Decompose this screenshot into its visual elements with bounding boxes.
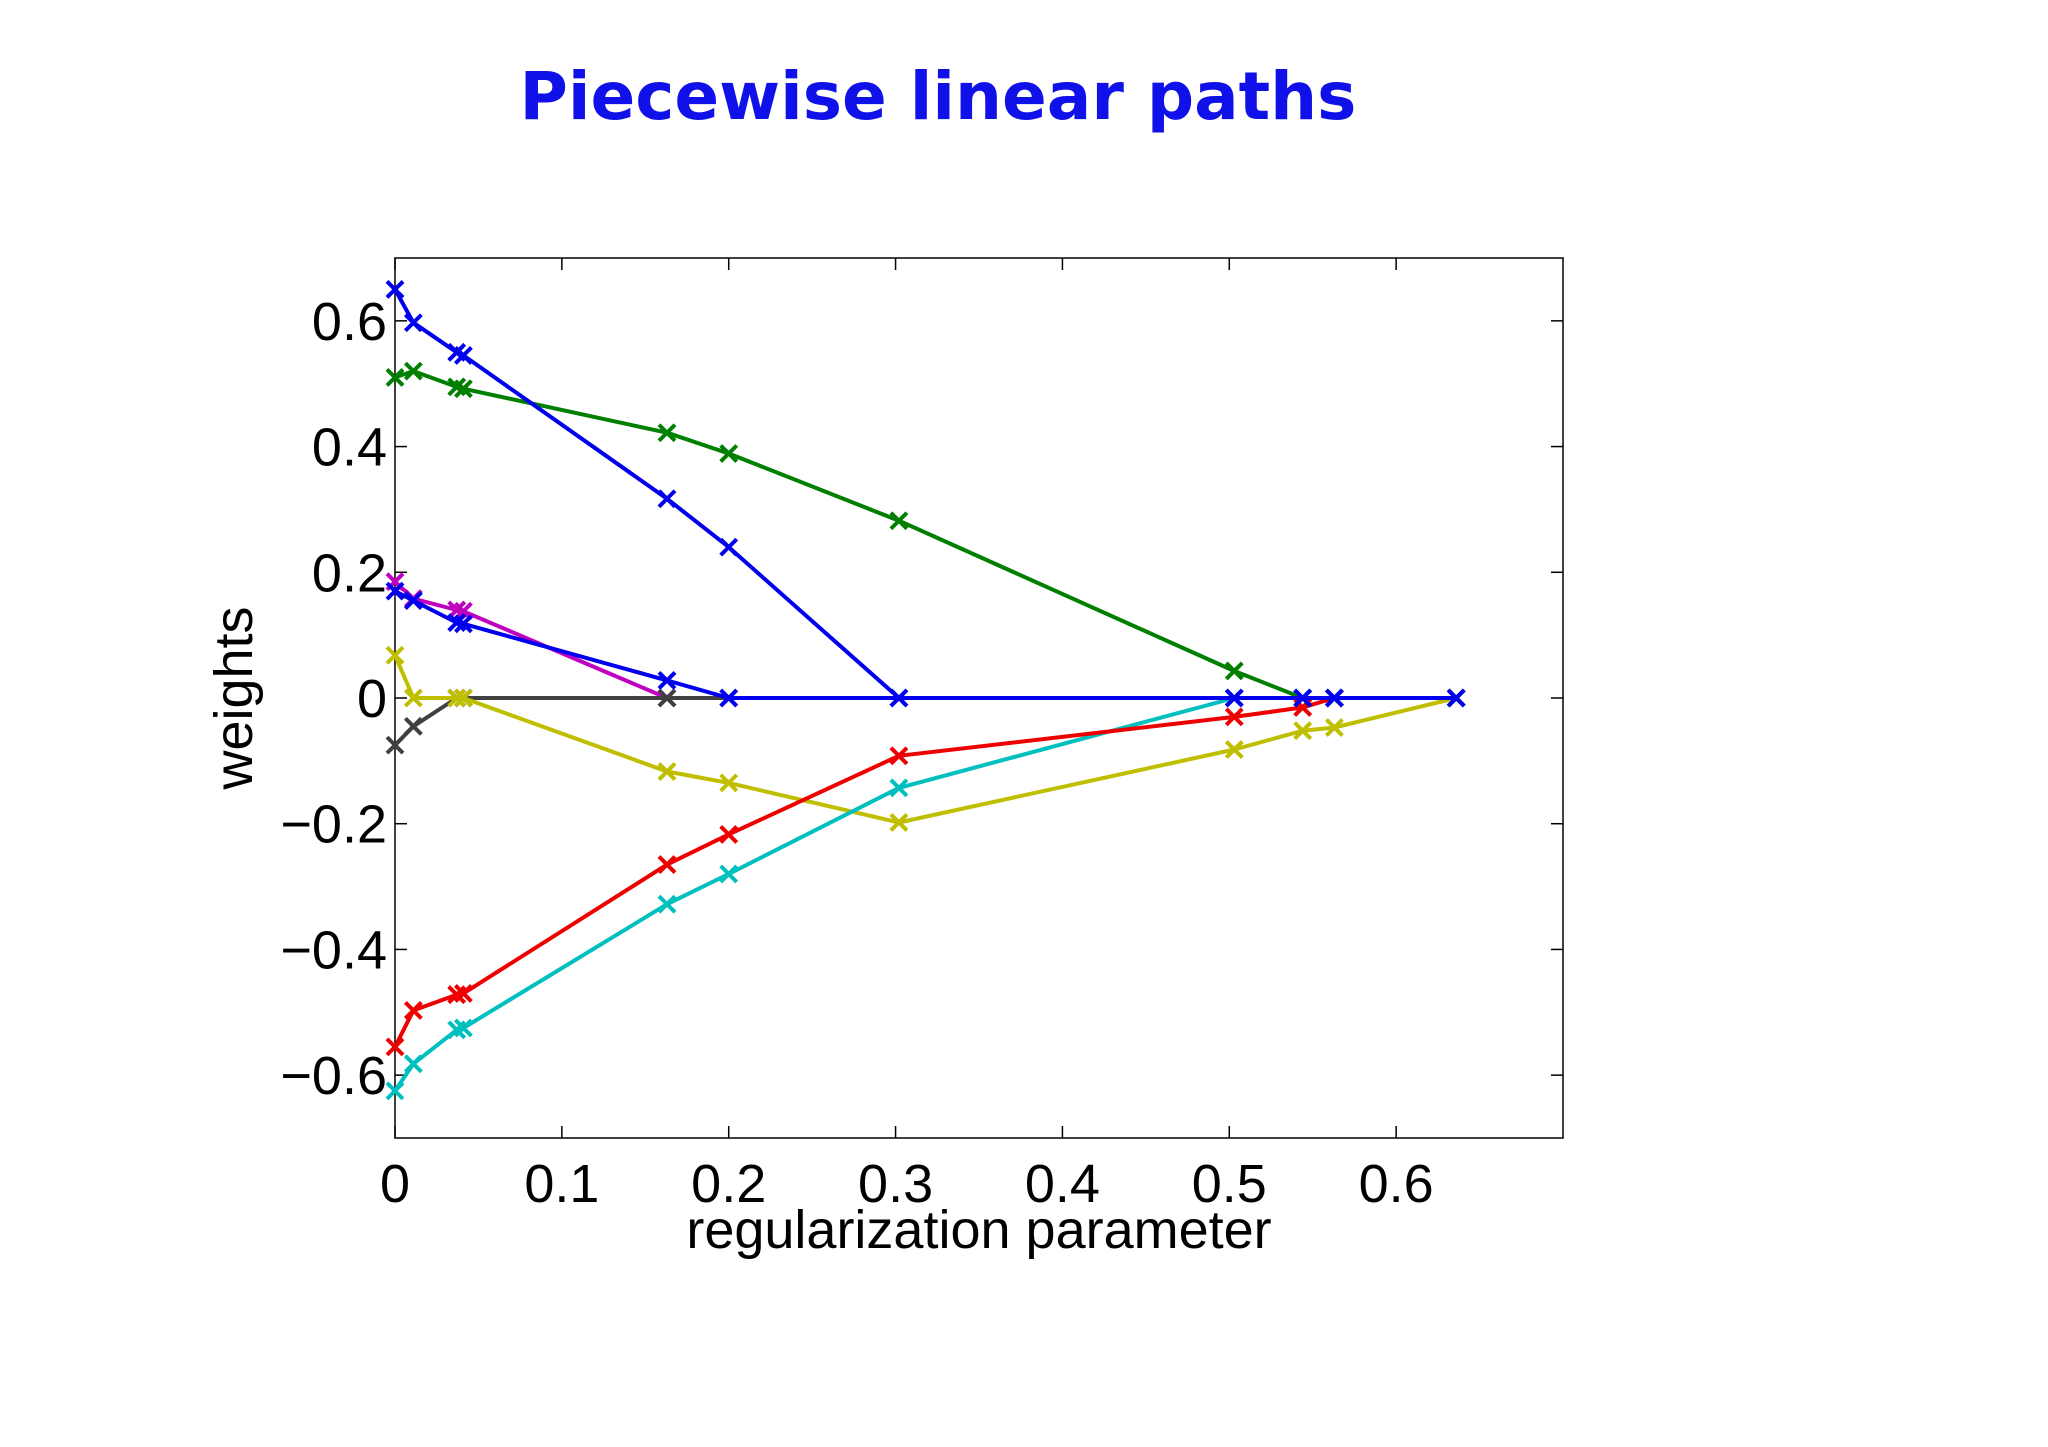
data-point-marker <box>453 1018 473 1038</box>
data-point-marker <box>453 688 473 708</box>
data-point-marker <box>385 735 405 755</box>
data-point-marker <box>1293 688 1313 708</box>
series-yellow <box>385 645 1466 832</box>
y-tick-label: −0.6 <box>280 1046 387 1106</box>
data-point-marker <box>453 614 473 634</box>
y-tick-label: 0.6 <box>312 292 387 352</box>
data-point-marker <box>889 778 909 798</box>
x-axis-label: regularization parameter <box>686 1200 1271 1260</box>
data-point-marker <box>889 511 909 531</box>
y-tick-label: −0.4 <box>280 920 387 980</box>
data-point-marker <box>657 670 677 690</box>
series-group <box>385 280 1466 1101</box>
data-point-marker <box>403 361 423 381</box>
data-point-marker <box>657 762 677 781</box>
series-line <box>393 580 668 700</box>
data-point-marker <box>657 894 677 914</box>
data-point-marker <box>403 313 423 333</box>
data-point-marker <box>453 984 473 1003</box>
data-point-marker <box>385 1081 405 1101</box>
x-tick-label: 0.2 <box>691 1154 766 1214</box>
data-point-marker <box>453 379 473 399</box>
data-point-marker <box>403 1054 423 1074</box>
data-point-marker <box>889 746 909 766</box>
x-tick-label: 0.5 <box>1192 1154 1267 1214</box>
data-point-marker <box>889 688 909 708</box>
y-tick-label: −0.2 <box>280 795 387 855</box>
data-point-marker <box>385 1037 405 1057</box>
slide-title: Piecewise linear paths <box>519 58 1357 135</box>
data-point-marker <box>1224 661 1244 681</box>
y-tick-label: 0.4 <box>312 418 387 478</box>
data-point-marker <box>403 1000 423 1020</box>
series-line <box>393 696 729 747</box>
data-point-marker <box>385 581 405 601</box>
data-point-marker <box>1446 688 1466 708</box>
x-tick-label: 0.4 <box>1025 1154 1100 1214</box>
data-point-marker <box>1324 688 1344 708</box>
data-point-marker <box>1324 718 1344 737</box>
data-point-marker <box>719 444 739 463</box>
x-tick-label: 0.1 <box>524 1154 599 1214</box>
series-line <box>393 696 1457 1093</box>
data-point-marker <box>889 813 909 832</box>
y-tick-label: 0 <box>357 669 387 729</box>
data-point-marker <box>385 280 405 299</box>
series-blue-1 <box>385 280 1466 708</box>
data-point-marker <box>657 423 677 443</box>
data-point-marker <box>719 773 739 793</box>
data-point-marker <box>1224 707 1244 727</box>
data-point-marker <box>403 716 423 736</box>
data-point-marker <box>657 688 677 708</box>
x-tick-label: 0.3 <box>858 1154 933 1214</box>
data-point-marker <box>719 537 739 557</box>
series-blue-2 <box>385 581 1466 708</box>
data-point-marker <box>385 368 405 387</box>
series-line <box>393 696 1457 1048</box>
data-point-marker <box>719 824 739 844</box>
data-point-marker <box>657 489 677 509</box>
data-point-marker <box>453 346 473 365</box>
series-line <box>393 288 1457 700</box>
series-magenta <box>385 572 677 708</box>
data-point-marker <box>1224 740 1244 759</box>
data-point-marker <box>403 591 423 610</box>
series-line <box>394 589 1457 700</box>
data-point-marker <box>1224 688 1244 708</box>
series-red <box>385 688 1466 1057</box>
data-point-marker <box>403 688 423 708</box>
axis-ticks <box>394 258 1563 1138</box>
x-tick-label: 0.6 <box>1359 1154 1434 1214</box>
y-axis-label: weights <box>204 606 264 790</box>
data-point-marker <box>657 855 677 874</box>
axis-tick-labels: 0 0.1 0.2 0.3 0.4 0.5 0.6 −0.6 −0.4 −0.2 0 0.2 0.4 0.… <box>280 292 1433 1214</box>
data-point-marker <box>385 645 405 665</box>
data-point-marker <box>1293 721 1313 741</box>
x-tick-label: 0 <box>380 1154 410 1214</box>
data-point-marker <box>447 688 467 708</box>
data-point-marker <box>719 864 739 884</box>
y-tick-label: 0.2 <box>312 543 387 603</box>
data-point-marker <box>719 688 739 708</box>
